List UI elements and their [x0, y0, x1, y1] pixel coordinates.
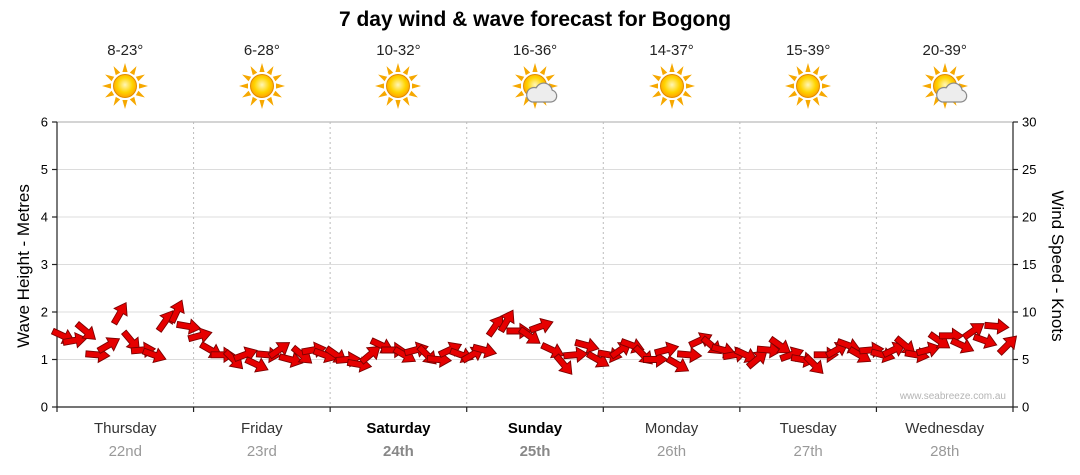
left-tick-label: 1: [41, 352, 48, 367]
watermark: www.seabreeze.com.au: [899, 391, 1006, 402]
wind-arrow: [141, 347, 167, 364]
right-tick-label: 10: [1022, 305, 1036, 320]
wind-arrow: [553, 353, 573, 375]
day-date-label: 24th: [383, 443, 414, 460]
wind-arrow: [881, 341, 907, 358]
wind-arrow: [915, 341, 941, 358]
wind-arrow: [756, 341, 783, 359]
wind-arrow: [96, 337, 121, 355]
day-name-label: Tuesday: [779, 420, 837, 437]
day-date-label: 26th: [656, 443, 687, 460]
temp-range-label: 10-32°: [376, 42, 421, 59]
wind-arrow: [110, 301, 128, 326]
wind-arrow: [563, 346, 589, 363]
sun-icon: [238, 62, 286, 110]
day-name-label: Friday: [241, 420, 283, 437]
day-name-label: Sunday: [507, 420, 563, 437]
wind-arrow: [676, 346, 703, 364]
wind-arrow: [278, 351, 304, 368]
left-tick-label: 0: [41, 400, 48, 415]
wind-arrow: [745, 350, 768, 370]
wind-arrow: [803, 353, 824, 375]
wind-arrow: [244, 356, 269, 373]
right-tick-label: 0: [1022, 400, 1029, 415]
left-tick-label: 4: [41, 210, 48, 225]
temp-range-label: 8-23°: [107, 42, 144, 59]
wind-arrow: [517, 326, 541, 344]
temp-range-label: 14-37°: [649, 42, 694, 59]
left-tick-label: 3: [41, 257, 48, 272]
wind-arrow: [359, 345, 381, 365]
wind-arrow: [949, 337, 975, 354]
sun-icon: [374, 62, 422, 110]
sun-icon: [648, 62, 696, 110]
sun-icon: [784, 62, 832, 110]
sun-icon: [101, 62, 149, 110]
wind-arrow: [232, 346, 258, 363]
day-name-label: Monday: [644, 420, 699, 437]
left-tick-label: 6: [41, 115, 48, 130]
day-date-label: 25th: [519, 443, 551, 460]
day-date-label: 23rd: [246, 443, 277, 460]
wind-arrow: [768, 335, 792, 354]
wind-arrow: [176, 318, 202, 335]
day-name-label: Thursday: [94, 420, 157, 437]
wind-arrow: [187, 327, 213, 344]
day-date-label: 27th: [793, 443, 823, 460]
wind-arrow: [497, 309, 515, 334]
forecast-plot: 0 1 2 3 4 5 6 0 5 10 15 20 25 30: [41, 115, 1037, 415]
temp-range-label: 16-36°: [512, 42, 558, 59]
right-tick-label: 15: [1022, 257, 1036, 272]
day-name-label: Wednesday: [905, 420, 985, 437]
wind-arrow: [74, 320, 97, 340]
sun-cloud-icon: [921, 62, 969, 110]
left-tick-label: 2: [41, 305, 48, 320]
wind-arrow: [972, 333, 998, 349]
wind-arrow: [665, 355, 690, 373]
temp-range-label: 20-39°: [922, 42, 967, 59]
temp-range-label: 15-39°: [785, 42, 831, 59]
sun-cloud-icon: [511, 62, 559, 110]
wind-arrow: [996, 335, 1018, 356]
right-tick-label: 20: [1022, 210, 1036, 225]
wind-arrow: [62, 332, 88, 349]
wind-arrow: [984, 318, 1010, 335]
wind-arrow: [267, 342, 291, 360]
right-tick-label: 30: [1022, 115, 1036, 130]
wind-arrow: [471, 342, 498, 359]
day-name-label: Saturday: [366, 420, 431, 437]
left-tick-label: 5: [41, 162, 48, 177]
wind-arrow: [961, 323, 985, 341]
day-date-label: 22nd: [108, 443, 142, 460]
day-date-label: 28th: [930, 443, 960, 460]
right-tick-label: 25: [1022, 162, 1036, 177]
right-tick-label: 5: [1022, 352, 1029, 367]
wind-arrow: [528, 317, 554, 334]
wind-arrow: [574, 337, 600, 354]
wind-arrow: [653, 341, 680, 358]
chart-title: 7 day wind & wave forecast for Bogong: [338, 8, 732, 31]
temp-range-label: 6-28°: [243, 42, 280, 59]
wind-arrow: [168, 299, 185, 324]
